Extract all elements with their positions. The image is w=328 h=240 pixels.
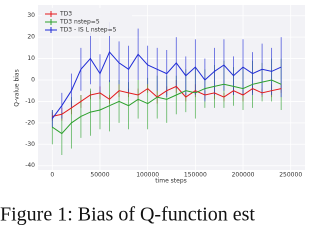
chart: time steps Q-value bias 30 20 10 0 -10 -20 -30… xyxy=(0,5,305,226)
legend-label: TD3 - IS L nstep=5 xyxy=(59,27,117,34)
x-axis-label: time steps xyxy=(155,178,187,185)
legend-label: TD3 nstep=5 xyxy=(59,19,100,26)
x-tick-label: 50000 xyxy=(90,172,109,179)
series-line xyxy=(52,85,282,117)
x-tick-label: 200000 xyxy=(232,172,255,179)
y-tick-label: 10 xyxy=(27,55,35,62)
x-tick-label: 150000 xyxy=(184,172,207,179)
x-tick-label: 0 xyxy=(50,172,54,179)
y-tick-label: -40 xyxy=(25,162,35,169)
x-tick-label: 250000 xyxy=(279,172,302,179)
y-tick-label: 20 xyxy=(27,34,35,41)
y-tick-label: -30 xyxy=(25,141,35,148)
series-line xyxy=(52,79,282,135)
caption: Figure 1: Bias of Q-function est xyxy=(0,204,255,226)
x-tick-label: 100000 xyxy=(136,172,159,179)
legend-label: TD3 xyxy=(59,11,72,18)
y-tick-label: 0 xyxy=(31,77,35,84)
page: {"chart_data": {"type": "line", "xlabel"… xyxy=(0,5,305,226)
y-axis-label: Q-value bias xyxy=(14,69,21,106)
series-line xyxy=(51,51,282,119)
y-tick-label: -20 xyxy=(25,119,35,126)
y-tick-label: 30 xyxy=(27,12,35,19)
y-tick-label: -10 xyxy=(25,98,35,105)
